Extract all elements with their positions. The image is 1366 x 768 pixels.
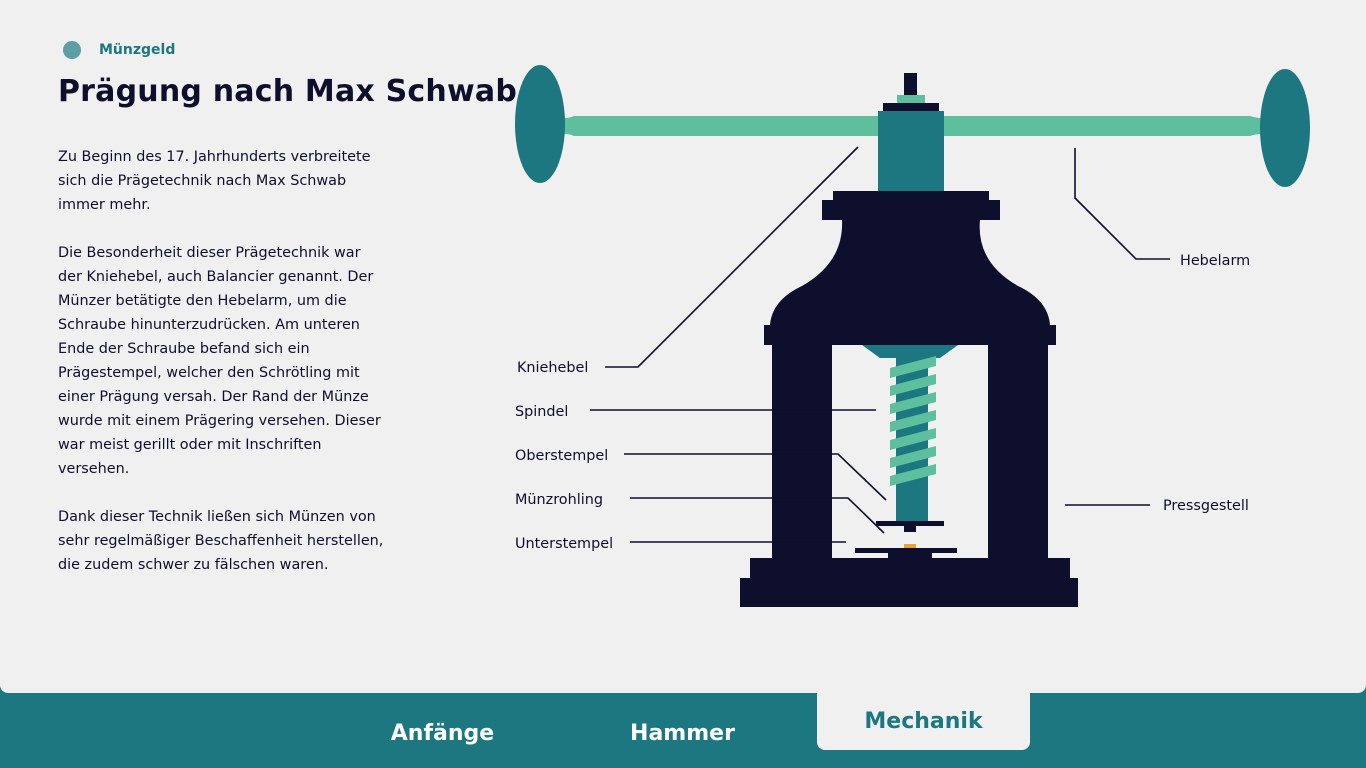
label-unterstempel: Unterstempel [515, 536, 613, 552]
label-muenzrohling: Münzrohling [515, 492, 603, 508]
paragraph-3: Dank dieser Technik ließen sich Münzen v… [58, 509, 384, 573]
paragraph-1: Zu Beginn des 17. Jahrhunderts verbreite… [58, 149, 371, 213]
category-label: Münzgeld [99, 42, 176, 58]
tab-mechanik-label: Mechanik [864, 709, 983, 734]
lower-die [855, 548, 957, 553]
tab-anfaenge[interactable]: Anfänge [390, 721, 495, 746]
tab-hammer[interactable]: Hammer [630, 721, 735, 746]
label-hebelarm: Hebelarm [1180, 253, 1250, 269]
upper-die [876, 521, 944, 526]
label-spindel: Spindel [515, 404, 568, 420]
tab-mechanik[interactable]: Mechanik [817, 693, 1030, 750]
label-oberstempel: Oberstempel [515, 448, 608, 464]
lever-weight-left [515, 65, 565, 183]
label-pressgestell: Pressgestell [1163, 498, 1249, 514]
spindle-head [878, 73, 944, 193]
screw-thread [890, 356, 936, 486]
press-frame [740, 191, 1078, 607]
description-text: Zu Beginn des 17. Jahrhunderts verbreite… [58, 145, 388, 601]
leader-lines [590, 146, 1170, 543]
press-diagram: Kniehebel Spindel Oberstempel Münzrohlin… [515, 65, 1310, 607]
lever-weight-right [1260, 69, 1310, 187]
paragraph-2: Die Besonderheit dieser Prägetechnik war… [58, 245, 381, 477]
category-tag: Münzgeld [63, 40, 175, 60]
label-kniehebel: Kniehebel [517, 360, 588, 376]
page-title: Prägung nach Max Schwab [58, 74, 517, 109]
category-dot-icon [63, 41, 81, 59]
content-panel: Münzgeld Prägung nach Max Schwab Zu Begi… [0, 0, 1366, 693]
spindle [862, 345, 958, 532]
